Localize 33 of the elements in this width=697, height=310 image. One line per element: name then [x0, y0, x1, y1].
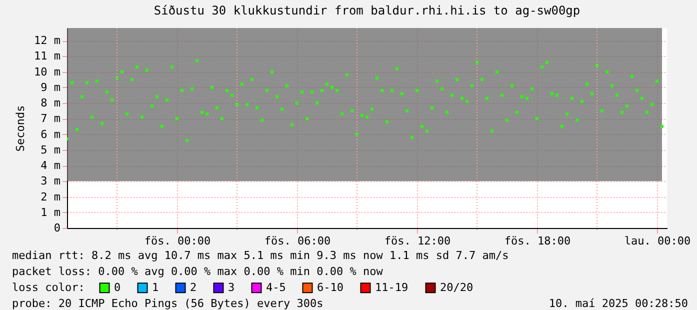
text: packet loss: 0.00 % avg 0.00 % max 0.00 % min 0.00 % now — [12, 265, 384, 278]
legend-label: 20/20 — [440, 280, 474, 294]
y-tick-label: 1 m — [40, 206, 61, 219]
y-tick-label: 7 m — [40, 112, 61, 126]
chart-title: Síðustu 30 klukkustundir from baldur.rhi.hi.is to ag-sw00gp — [154, 4, 580, 18]
legend-label: 4-5 — [266, 280, 286, 294]
legend-title: loss color: — [12, 281, 85, 294]
x-tick-label: fös. 12:00 — [384, 234, 451, 248]
y-tick-label: 12 m — [34, 34, 61, 47]
text: probe: 20 ICMP Echo Pings (56 Bytes) every 300s — [12, 297, 324, 310]
legend-label: 2 — [190, 280, 197, 294]
legend-label: 11-19 — [375, 280, 408, 294]
legend-label: 0 — [114, 280, 121, 294]
x-tick-label: fös. 06:00 — [264, 234, 331, 248]
y-tick-label: 5 m — [40, 143, 61, 156]
y-tick-label: 11 m — [34, 50, 61, 63]
x-tick-label: lau. 00:00 — [624, 234, 691, 248]
y-tick-label: 3 m — [40, 174, 61, 188]
text: median rtt: 8.2 ms avg 10.7 ms max 5.1 ms min 9.3 ms now 1.1 ms sd 7.7 am/s — [12, 249, 509, 262]
x-tick-label: fös. 00:00 — [144, 234, 211, 248]
y-tick-label: 4 m — [40, 159, 61, 172]
y-tick-label: 2 m — [40, 190, 61, 204]
legend-label: 3 — [228, 280, 235, 294]
y-tick-label: 6 m — [40, 128, 61, 141]
text: 10. maí 2025 00:28:50 — [548, 297, 688, 310]
y-tick-label: 10 m — [34, 65, 61, 78]
legend-label: 6-10 — [317, 280, 344, 294]
y-axis-title: Seconds — [14, 105, 28, 152]
y-tick-label: 8 m — [40, 96, 61, 110]
y-tick-label: 0 — [54, 222, 60, 234]
legend-label: 1 — [152, 280, 159, 294]
y-tick-label: 9 m — [40, 80, 61, 94]
x-tick-label: fös. 18:00 — [504, 234, 571, 248]
